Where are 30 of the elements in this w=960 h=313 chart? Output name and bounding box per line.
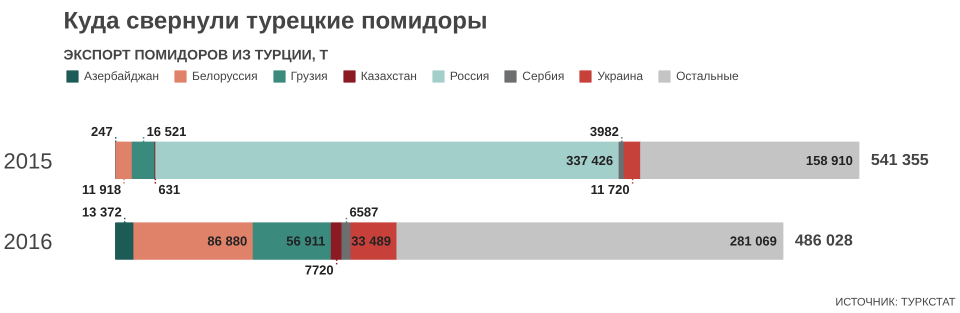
legend-label: Остальные: [676, 69, 739, 83]
legend-label: Азербайджан: [84, 69, 160, 83]
data-label: 6587: [349, 204, 378, 220]
data-label: 158 910: [806, 152, 853, 168]
data-label: 11 918: [82, 182, 122, 197]
data-label: 33 489: [351, 234, 391, 249]
chart-title: Куда свернули турецкие помидоры: [64, 8, 488, 34]
data-label: 7720: [304, 262, 334, 278]
data-label: 11 720: [590, 182, 630, 197]
legend-label: Грузия: [290, 69, 328, 83]
data-label: 631: [158, 182, 180, 197]
data-label: 16 521: [146, 124, 186, 139]
chart-subtitle: ЭКСПОРТ ПОМИДОРОВ ИЗ ТУРЦИИ, Т: [64, 46, 329, 62]
legend-label: Белоруссия: [192, 69, 258, 83]
legend-label: Сербия: [522, 69, 564, 83]
data-label: 13 372: [82, 204, 122, 220]
legend-label: Россия: [450, 69, 490, 83]
data-label: 337 426: [566, 152, 614, 168]
y-tick-label: 2015: [4, 148, 53, 174]
total-label: 486 028: [794, 232, 853, 250]
data-label: 3982: [590, 124, 619, 139]
text: ИСТОЧНИК: ТУРКСТАТ: [835, 296, 956, 308]
data-label: 247: [91, 124, 113, 139]
y-tick-label: 2016: [4, 229, 53, 254]
data-label: 86 880: [207, 234, 248, 249]
data-label: 281 069: [730, 234, 777, 249]
legend-label: Украина: [597, 69, 644, 83]
total-label: 541 355: [870, 152, 929, 169]
legend-label: Казахстан: [360, 69, 417, 83]
data-label: 56 911: [286, 234, 326, 249]
